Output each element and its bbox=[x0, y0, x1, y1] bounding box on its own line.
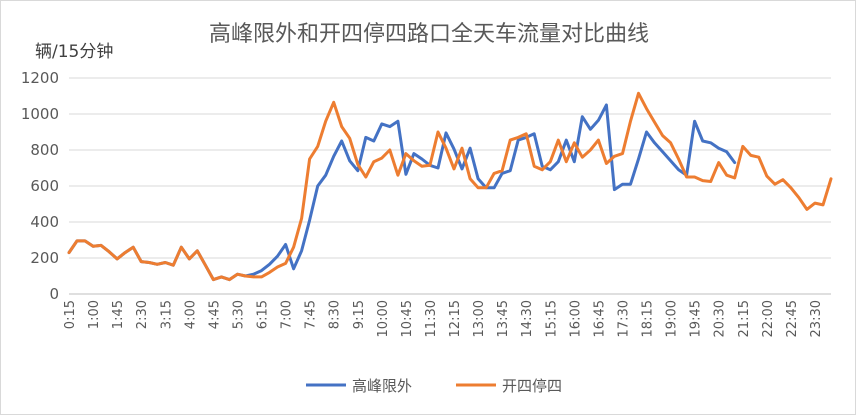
x-tick-label: 13:45 bbox=[496, 300, 511, 337]
y-tick-label: 1200 bbox=[21, 69, 59, 87]
x-tick-labels: 0:15 1:00 1:45 2:30 3:15 4:00 4:45 5:30 6:15 7:00… bbox=[63, 300, 824, 337]
x-tick-label: 12:15 bbox=[448, 300, 463, 337]
x-tick-label: 22:00 bbox=[761, 300, 776, 337]
chart-title: 高峰限外和开四停四路口全天车流量对比曲线 bbox=[209, 22, 649, 47]
series-line-1 bbox=[67, 103, 737, 282]
y-tick-labels: 0 200 400 600 800 1000 1200 bbox=[21, 69, 59, 303]
x-tick-label: 10:45 bbox=[400, 300, 415, 337]
series-line-2 bbox=[67, 91, 833, 282]
y-tick-label: 1000 bbox=[21, 105, 59, 123]
x-tick-label: 11:30 bbox=[424, 300, 439, 337]
x-tick-label: 18:15 bbox=[641, 300, 656, 337]
x-tick-label: 9:15 bbox=[352, 300, 367, 329]
x-tick-label: 21:15 bbox=[737, 300, 752, 337]
x-tick-label: 10:00 bbox=[376, 300, 391, 337]
y-tick-label: 600 bbox=[30, 177, 59, 195]
x-tick-label: 23:30 bbox=[809, 300, 824, 337]
x-tick-label: 1:00 bbox=[87, 300, 102, 329]
x-tick-label: 17:30 bbox=[616, 300, 631, 337]
x-tick-label: 8:30 bbox=[328, 300, 343, 329]
y-tick-label: 200 bbox=[30, 249, 59, 267]
x-tick-label: 3:15 bbox=[159, 300, 174, 329]
x-tick-label: 4:00 bbox=[183, 300, 198, 329]
x-tick-label: 4:45 bbox=[207, 300, 222, 329]
legend-label: 高峰限外 bbox=[352, 377, 412, 395]
y-tick-label: 0 bbox=[49, 285, 59, 303]
x-tick-label: 19:00 bbox=[665, 300, 680, 337]
y-tick-label: 800 bbox=[30, 141, 59, 159]
x-tick-label: 0:15 bbox=[63, 300, 78, 329]
x-tick-label: 14:30 bbox=[520, 300, 535, 337]
legend-label: 开四停四 bbox=[502, 377, 562, 395]
x-tick-label: 16:00 bbox=[568, 300, 583, 337]
x-tick-label: 20:30 bbox=[713, 300, 728, 337]
x-tick-label: 6:15 bbox=[256, 300, 271, 329]
y-tick-label: 400 bbox=[30, 213, 59, 231]
x-tick-label: 2:30 bbox=[135, 300, 150, 329]
series-lines bbox=[67, 91, 833, 282]
x-tick-label: 22:45 bbox=[785, 300, 800, 337]
x-tick-label: 7:45 bbox=[304, 300, 319, 329]
x-tick-label: 19:45 bbox=[689, 300, 704, 337]
y-axis-label: 辆/15分钟 bbox=[35, 42, 113, 62]
x-tick-label: 1:45 bbox=[111, 300, 126, 329]
x-tick-label: 7:00 bbox=[280, 300, 295, 329]
gridlines bbox=[69, 77, 831, 295]
x-tick-label: 15:15 bbox=[544, 300, 559, 337]
legend: 高峰限外 开四停四 bbox=[306, 377, 562, 395]
x-tick-label: 13:00 bbox=[472, 300, 487, 337]
x-tick-label: 16:45 bbox=[592, 300, 607, 337]
x-tick-label: 5:30 bbox=[231, 300, 246, 329]
